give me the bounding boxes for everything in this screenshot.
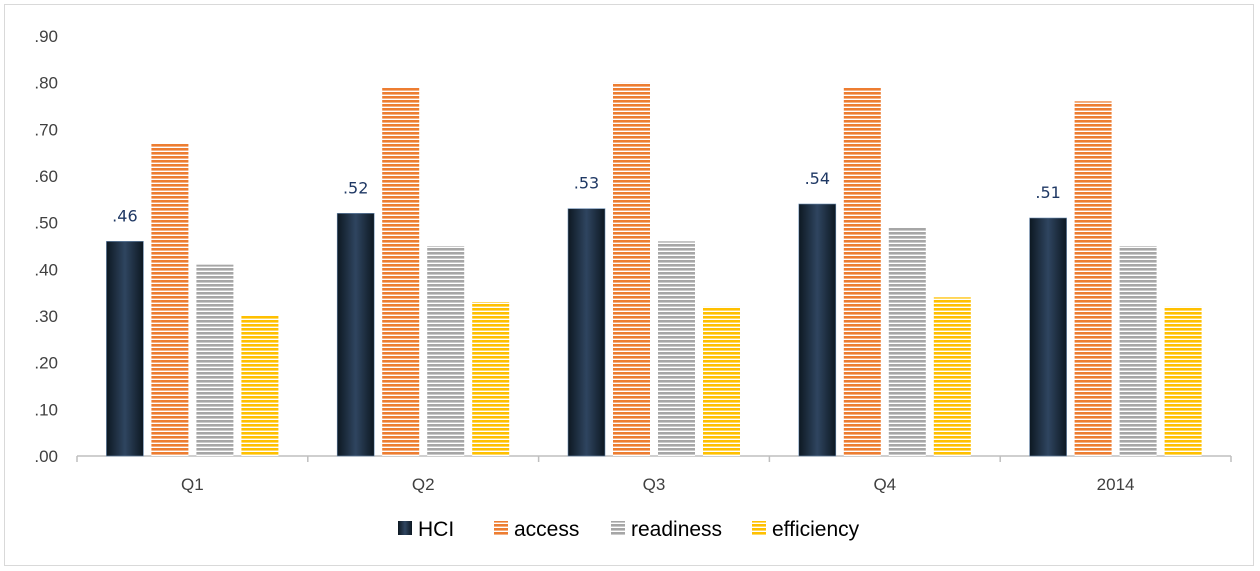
y-tick-label: .20 [34,354,58,373]
bar-hci [798,203,837,457]
data-label: .52 [343,178,368,197]
legend: HCI access readiness efficiency [398,518,860,541]
x-tick-label: Q4 [873,475,896,494]
y-tick-label: .30 [34,307,58,326]
legend-label-efficiency: efficiency [772,518,860,541]
legend-label-access: access [514,518,579,541]
legend-label-readiness: readiness [631,518,722,541]
x-tick-label: 2014 [1097,475,1135,494]
bar-efficiency [933,297,971,456]
legend-swatch-readiness [611,521,625,535]
bar-readiness [888,227,926,456]
x-tick-label: Q2 [412,475,435,494]
bar-readiness [658,241,695,456]
legend-label-hci: HCI [418,518,454,541]
bar-efficiency [1164,306,1202,456]
y-tick-label: .40 [34,260,58,279]
y-tick-label: .90 [34,27,58,46]
bar-efficiency [241,316,279,456]
bar-access [151,143,189,457]
bar-access [843,87,881,456]
data-label: .51 [1035,183,1060,202]
y-axis: .00 .10 .20 .30 .40 .50 .60 .70 .80 .90 [34,27,58,466]
y-tick-label: .10 [34,400,58,419]
x-tick-label: Q1 [181,475,204,494]
y-tick-label: .70 [34,120,58,139]
data-labels: .46 .52 .53 .54 .51 [112,169,1061,225]
y-tick-label: .60 [34,167,58,186]
bar-efficiency [703,306,740,456]
bar-access [613,82,650,457]
x-tick-label: Q3 [643,475,666,494]
bar-efficiency [472,302,510,456]
bar-readiness [427,246,465,456]
data-label: .53 [574,174,599,193]
x-axis: Q1 Q2 Q3 Q4 2014 [76,455,1232,494]
bar-hci [1029,217,1067,457]
bar-hci [106,241,144,457]
legend-swatch-hci [398,521,412,535]
data-label: .54 [805,169,830,188]
legend-swatch-efficiency [752,521,766,535]
bars [106,82,1202,457]
bar-hci [336,213,375,457]
bar-hci [567,208,606,457]
data-label: .46 [112,206,137,225]
y-tick-label: .80 [34,74,58,93]
y-tick-label: .50 [34,214,58,233]
bar-access [1074,101,1112,456]
legend-swatch-access [494,521,508,535]
bar-access [382,87,420,456]
bar-readiness [1119,246,1157,456]
y-tick-label: .00 [34,447,58,466]
bar-readiness [196,264,234,456]
